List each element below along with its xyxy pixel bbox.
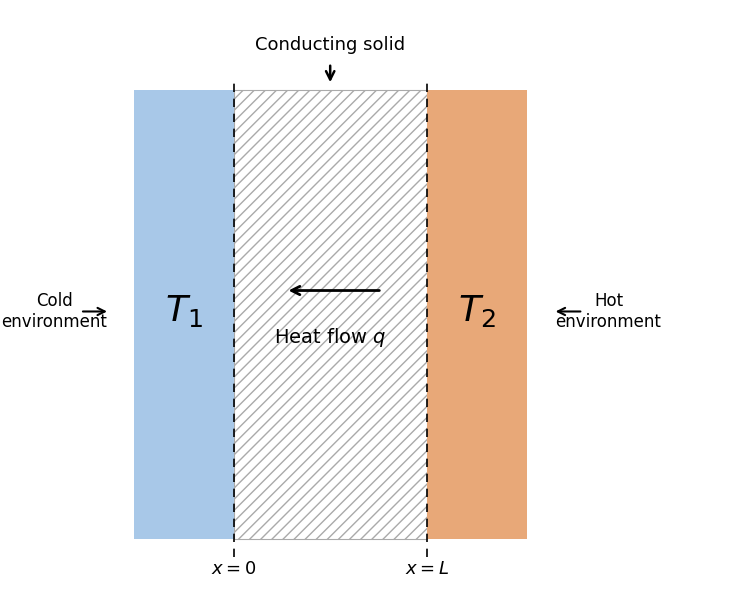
Bar — [234, 90, 427, 539]
Text: Cold
environment: Cold environment — [1, 292, 107, 331]
Text: Hot
environment: Hot environment — [556, 292, 661, 331]
Text: Conducting solid: Conducting solid — [255, 36, 405, 54]
Bar — [427, 90, 527, 539]
Text: $T_1$: $T_1$ — [165, 294, 203, 329]
Bar — [134, 90, 234, 539]
Text: $x = L$: $x = L$ — [404, 560, 449, 578]
Text: $x = 0$: $x = 0$ — [211, 560, 257, 578]
Text: Heat flow $q$: Heat flow $q$ — [274, 326, 387, 349]
Text: $T_2$: $T_2$ — [458, 294, 495, 329]
